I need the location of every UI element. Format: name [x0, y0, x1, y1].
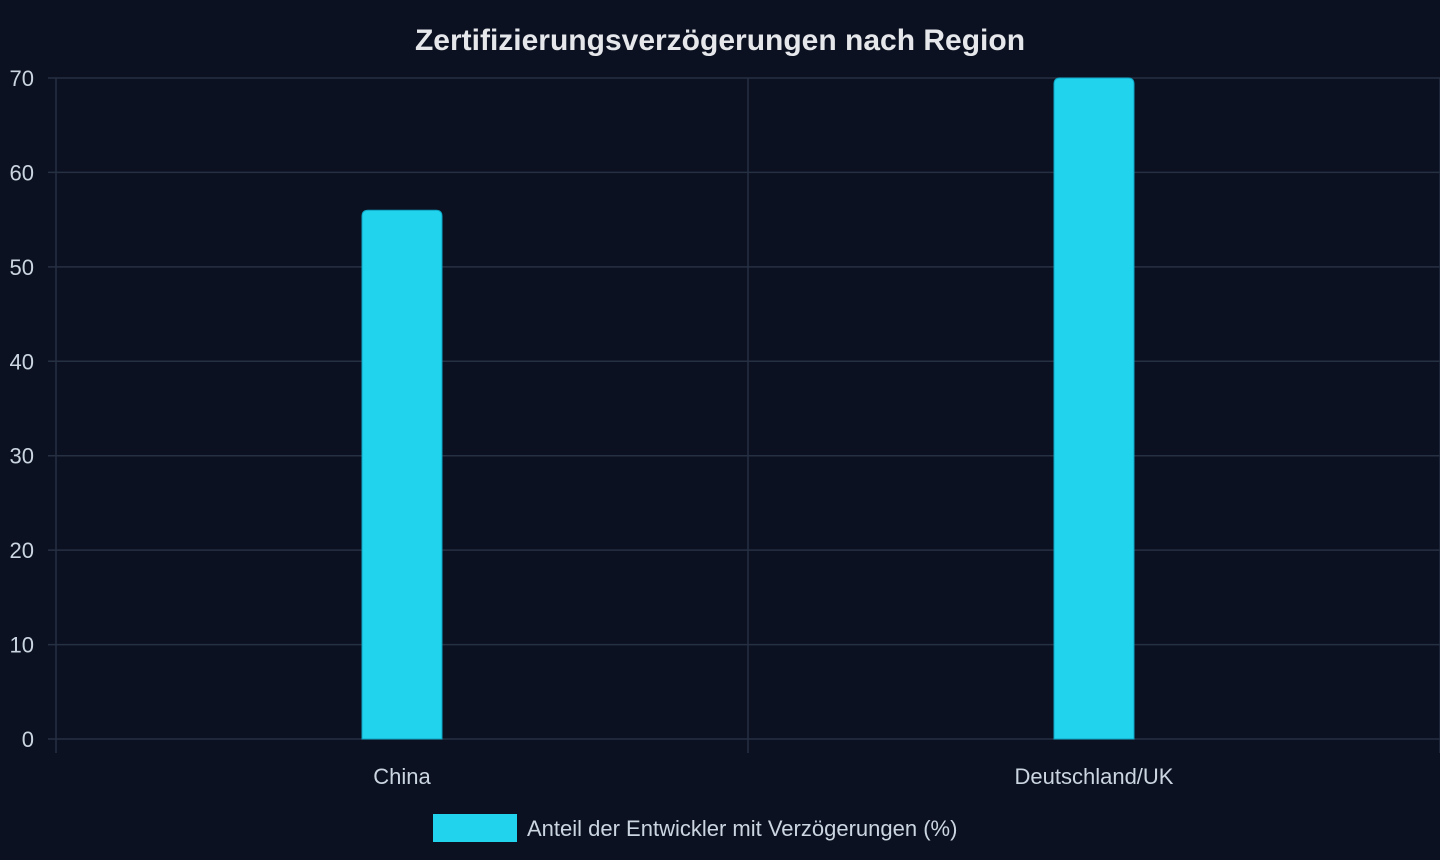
x-tick-label: Deutschland/UK: [1015, 764, 1174, 789]
y-tick-label: 10: [10, 633, 34, 658]
y-tick-label: 40: [10, 349, 34, 374]
bars: [361, 77, 1135, 740]
legend-label: Anteil der Entwickler mit Verzögerungen …: [527, 816, 957, 841]
y-tick-label: 30: [10, 444, 34, 469]
y-axis-ticks: 0 10 20 30 40 50 60 70: [10, 66, 34, 752]
y-tick-label: 60: [10, 160, 34, 185]
bar-china[interactable]: [361, 209, 443, 740]
y-tick-label: 20: [10, 538, 34, 563]
x-axis-ticks: China Deutschland/UK: [373, 764, 1174, 789]
grid-lines: [48, 77, 1440, 753]
y-tick-label: 70: [10, 66, 34, 91]
chart-title: Zertifizierungsverzögerungen nach Region: [415, 24, 1025, 57]
legend[interactable]: Anteil der Entwickler mit Verzögerungen …: [433, 814, 957, 842]
y-tick-label: 0: [22, 727, 34, 752]
y-tick-label: 50: [10, 255, 34, 280]
x-tick-label: China: [373, 764, 431, 789]
bar-deutschland-uk[interactable]: [1053, 77, 1135, 740]
legend-swatch: [433, 814, 517, 842]
